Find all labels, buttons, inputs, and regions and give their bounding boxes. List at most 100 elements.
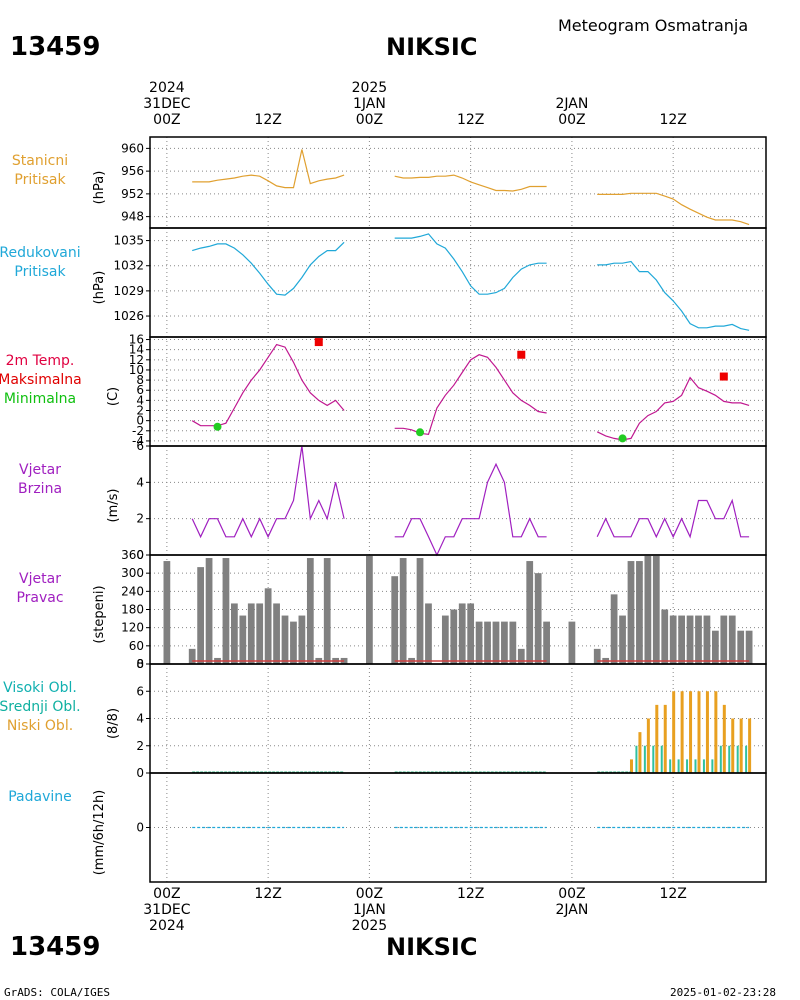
low-cloud-bar (663, 704, 667, 773)
series-line-station_pressure (192, 149, 345, 189)
low-cloud-bar (697, 691, 701, 773)
wind-direction-bar (745, 630, 753, 664)
wind-direction-bar (441, 615, 449, 664)
y-tick-label: 2 (136, 404, 144, 418)
y-tick-label: 0 (136, 548, 144, 562)
wind-direction-bar (281, 615, 289, 664)
low-cloud-bar (638, 732, 642, 773)
wind-direction-bar (627, 561, 635, 664)
top-axis-label: 1JAN (353, 96, 386, 112)
wind-direction-bar (695, 615, 702, 664)
wind-direction-bar (239, 615, 247, 664)
unit-label-precip: (mm/6h/12h) (92, 790, 107, 876)
bottom-axis-label: 12Z (457, 886, 484, 902)
low-cloud-bar (672, 691, 676, 773)
panel-station_pressure: 948 952 956 960 Stanicni Pritisak (hPa) (12, 136, 767, 229)
low-cloud-bar (739, 718, 743, 773)
bottom-axis-label: 2JAN (555, 902, 588, 918)
y-tick-label: 948 (121, 210, 144, 224)
panel-label-wind_dir: Vjetar (19, 571, 61, 587)
panel-reduced_pressure: 1026 1029 1032 1035 Redukovani Pritisak (hPa) (0, 227, 767, 338)
station-id-bottom: 13459 (10, 932, 100, 962)
wind-direction-bar (467, 603, 475, 664)
wind-direction-bar (197, 567, 205, 664)
panel-frame (149, 772, 767, 883)
wind-direction-bar (222, 558, 230, 664)
y-tick-label: 2 (136, 512, 144, 526)
wind-direction-bar (678, 615, 685, 664)
series-line-wind_speed (191, 445, 345, 539)
panel-label-precip: Padavine (8, 789, 72, 805)
panel-label-clouds: Niski Obl. (7, 718, 73, 734)
wind-direction-bar (619, 615, 626, 664)
wind-direction-bar (703, 615, 711, 664)
y-tick-label: 10 (129, 363, 144, 377)
low-cloud-bar (705, 691, 709, 773)
bottom-axis-label: 2025 (352, 918, 388, 934)
top-axis-label: 00Z (558, 112, 585, 128)
y-tick-label: 1026 (113, 309, 144, 323)
y-tick-label: 4 (136, 475, 144, 489)
bottom-axis-label: 00Z (558, 886, 585, 902)
wind-direction-bar (636, 561, 643, 664)
mid-cloud-bar (660, 745, 663, 773)
wind-direction-bar (492, 621, 500, 664)
panel-label-wind_speed: Brzina (18, 481, 62, 497)
wind-direction-bar (484, 621, 491, 664)
low-cloud-bar (655, 704, 659, 773)
wind-direction-bar (610, 594, 618, 664)
wind-direction-bar (298, 615, 306, 664)
series-line-wind_speed (596, 498, 750, 539)
y-tick-label: 6 (136, 439, 144, 453)
y-tick-label: 960 (121, 141, 144, 155)
max-temp-marker (314, 338, 323, 347)
mid-cloud-bar (719, 745, 722, 773)
top-axis-label: 00Z (356, 112, 383, 128)
max-temp-marker (517, 350, 526, 359)
y-tick-label: 1032 (113, 259, 144, 273)
top-axis-label: 31DEC (143, 96, 190, 112)
mid-cloud-bar (652, 745, 655, 773)
wind-direction-bar (391, 576, 399, 664)
y-tick-label: 4 (136, 712, 144, 726)
wind-direction-bar (652, 555, 660, 664)
wind-direction-bar (458, 603, 466, 664)
wind-direction-bar (526, 561, 534, 664)
low-cloud-bar (748, 718, 752, 773)
wind-direction-bar (163, 561, 171, 664)
series-line-reduced_pressure (597, 260, 750, 331)
wind-direction-bar (188, 648, 196, 664)
panel-clouds: 0 2 4 6 8 Visoki Obl. Srednji Obl. Niski Obl. (8… (0, 657, 767, 780)
top-axis-label: 12Z (254, 112, 281, 128)
mid-cloud-bar (728, 745, 731, 773)
y-tick-label: 952 (121, 187, 144, 201)
mid-cloud-bar (669, 759, 672, 773)
wind-direction-bar (273, 603, 280, 664)
mid-cloud-bar (686, 759, 689, 773)
panel-label-station_pressure: Stanicni (12, 153, 68, 169)
y-tick-label: 240 (121, 584, 144, 598)
wind-direction-bar (475, 621, 483, 664)
y-tick-label: 120 (121, 621, 144, 635)
y-tick-label: 6 (136, 383, 144, 397)
wind-direction-bar (231, 603, 238, 664)
bottom-axis-label: 2024 (149, 918, 185, 934)
station-id-top: 13459 (10, 32, 100, 62)
panel-label-temperature: Minimalna (4, 391, 76, 407)
wind-direction-bar (323, 558, 331, 664)
wind-direction-bar (306, 558, 314, 664)
mid-cloud-bar (702, 759, 705, 773)
wind-direction-bar (399, 558, 407, 664)
y-tick-label: 300 (121, 566, 144, 580)
wind-direction-bar (543, 621, 550, 664)
series-line-wind_speed (394, 462, 547, 557)
series-line-station_pressure (394, 174, 547, 192)
low-cloud-bar (731, 718, 735, 773)
panel-label-clouds: Visoki Obl. (3, 680, 77, 696)
wind-direction-bar (264, 588, 272, 664)
y-tick-label: 8 (136, 373, 144, 387)
top-axis-label: 2024 (149, 80, 185, 96)
bottom-axis-label: 12Z (254, 886, 281, 902)
